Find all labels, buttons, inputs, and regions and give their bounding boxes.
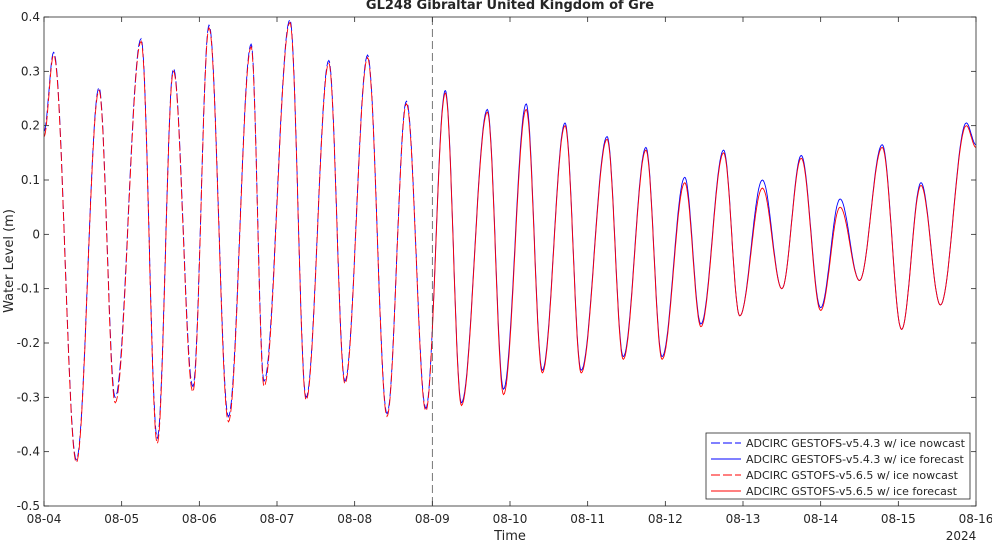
y-axis-title: Water Level (m) [2,209,17,313]
x-tick-label: 08-10 [493,512,528,526]
y-tick-label: 0.2 [21,119,40,133]
x-tick-label: 08-16 [959,512,992,526]
series-line-4 [431,92,977,407]
axis-ticks: -0.5 -0.4 -0.3 -0.2 -0.1 0 0.1 0.2 0.3 0.4 08-04 08… [17,10,992,526]
y-tick-label: -0.2 [17,336,40,350]
y-tick-label: 0.1 [21,173,40,187]
x-tick-label: 08-08 [337,512,372,526]
series-lines [43,18,977,464]
chart-title: GL248 Gibraltar United Kingdom of Gre [366,0,654,13]
x-tick-label: 08-04 [27,512,62,526]
legend: ADCIRC GESTOFS-v5.4.3 w/ ice nowcast ADCI… [705,432,971,500]
legend-label: ADCIRC GSTOFS-v5.6.5 w/ ice nowcast [746,469,959,482]
legend-label: ADCIRC GSTOFS-v5.6.5 w/ ice forecast [746,485,958,498]
x-tick-label: 08-14 [803,512,838,526]
legend-label: ADCIRC GESTOFS-v5.4.3 w/ ice nowcast [746,437,966,450]
x-axis-title: Time [493,529,526,541]
y-tick-label: -0.4 [17,445,40,459]
x-tick-label: 08-12 [648,512,683,526]
x-tick-label: 08-06 [182,512,217,526]
y-tick-label: -0.3 [17,390,40,404]
legend-label: ADCIRC GESTOFS-v5.4.3 w/ ice forecast [746,453,965,466]
y-tick-label: 0 [32,227,40,241]
year-label: 2024 [946,529,977,541]
series-line-3 [43,21,433,464]
x-tick-label: 08-15 [881,512,916,526]
y-tick-label: 0.4 [21,10,40,24]
y-tick-label: -0.1 [17,282,40,296]
y-tick-label: -0.5 [17,499,40,513]
x-tick-label: 08-09 [415,512,450,526]
legend-box [705,432,971,500]
x-tick-label: 08-11 [570,512,605,526]
y-tick-label: 0.3 [21,64,40,78]
x-tick-label: 08-05 [104,512,139,526]
x-tick-label: 08-07 [260,512,295,526]
x-tick-label: 08-13 [726,512,761,526]
